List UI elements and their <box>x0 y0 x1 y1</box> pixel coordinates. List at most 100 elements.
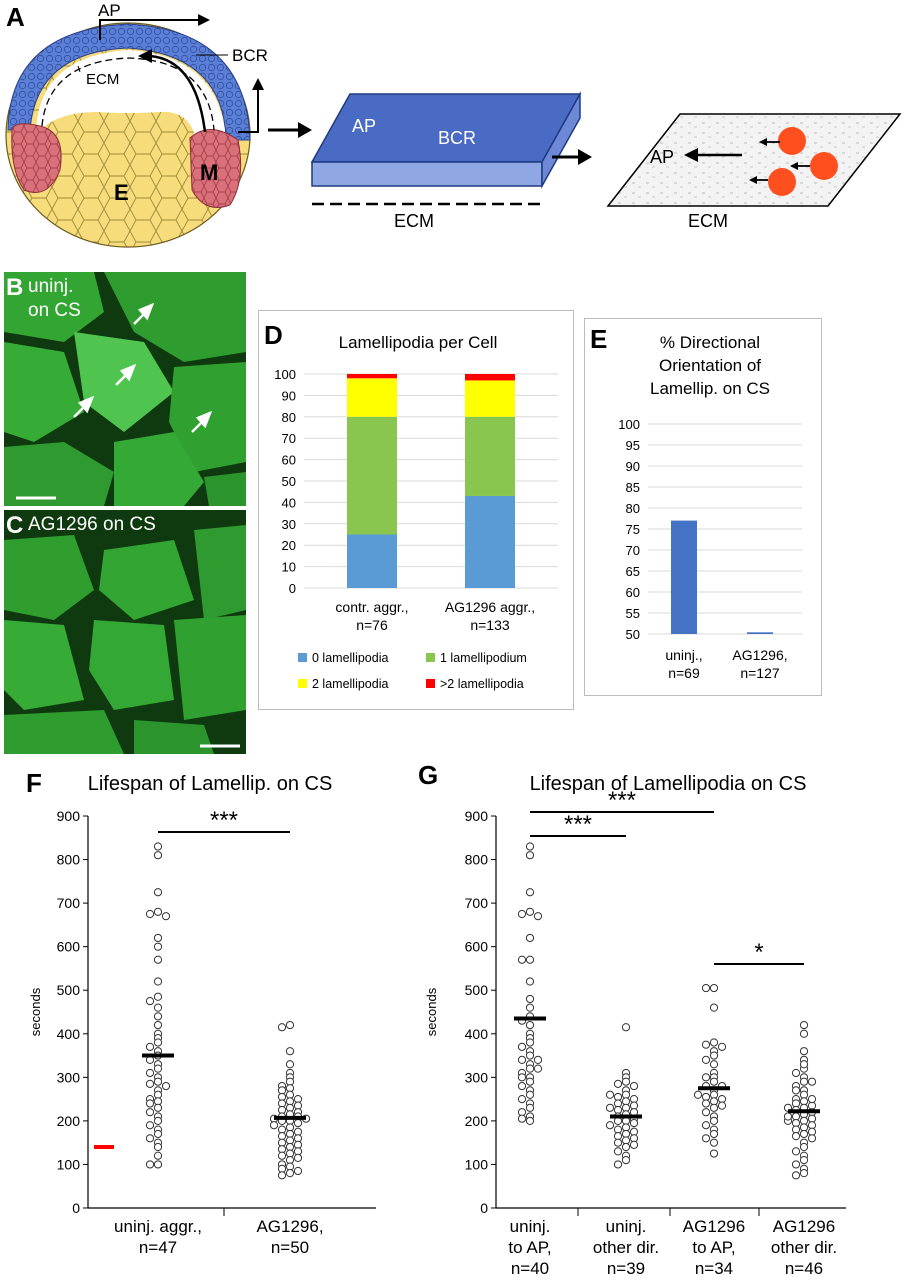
data-point <box>791 1086 801 1095</box>
data-point <box>701 983 711 993</box>
caption-c: AG1296 on CS <box>28 514 156 535</box>
data-point <box>709 1129 719 1139</box>
legend-label: 1 lamellipodium <box>440 651 527 665</box>
data-point <box>701 1134 711 1143</box>
y-tick-label: 60 <box>282 453 296 468</box>
data-point <box>525 1077 535 1086</box>
data-point <box>153 1064 163 1073</box>
y-tick-label: 20 <box>282 538 296 553</box>
y-tick-label: 60 <box>626 585 640 600</box>
x-tick-label: AG1296, <box>732 647 787 663</box>
y-tick-label: 100 <box>274 367 296 382</box>
bar-segment <box>347 378 397 417</box>
data-point <box>153 907 163 916</box>
y-tick-label: 200 <box>57 1113 81 1129</box>
x-tick-label: AG1296 <box>683 1217 745 1236</box>
chart-title: Lifespan of Lamellip. on CS <box>88 773 333 795</box>
caption-b-line2: on CS <box>28 300 81 321</box>
data-point <box>605 1090 615 1099</box>
data-point <box>145 1042 155 1051</box>
data-point <box>145 1160 155 1169</box>
y-tick-label: 700 <box>57 895 81 911</box>
data-point <box>153 942 163 951</box>
y-tick-label: 80 <box>626 501 640 516</box>
chart-d: Lamellipodia per Cell 0 10 20 30 40 50 60 70 80 90… <box>274 333 558 691</box>
data-point <box>791 1132 801 1141</box>
data-point <box>701 1108 711 1117</box>
micrograph-b: B uninj. on CS <box>4 272 246 506</box>
y-tick-label: 800 <box>465 852 489 868</box>
panel-label-c: C <box>6 512 24 539</box>
label-ecm: ECM <box>86 71 119 88</box>
data-point <box>605 1103 615 1112</box>
data-point <box>153 851 163 860</box>
box-label-bcr: BCR <box>438 128 476 148</box>
y-tick-label: 30 <box>282 517 296 532</box>
data-point <box>709 1038 719 1047</box>
y-tick-label: 300 <box>57 1069 81 1085</box>
data-point <box>533 1055 543 1065</box>
data-point <box>517 1095 527 1104</box>
data-point <box>269 1121 279 1130</box>
data-point <box>525 994 535 1004</box>
data-point <box>791 1147 801 1156</box>
data-point <box>525 1116 535 1125</box>
data-point <box>153 1151 163 1160</box>
chart-title: Lifespan of Lamellipodia on CS <box>530 773 807 795</box>
data-point <box>285 1047 295 1056</box>
y-tick-label: 500 <box>465 982 489 998</box>
data-point <box>285 1060 295 1069</box>
y-tick-label: 600 <box>57 939 81 955</box>
data-point <box>153 1038 163 1047</box>
x-tick-label: AG1296 aggr., <box>445 599 535 615</box>
data-point <box>517 1081 527 1091</box>
data-point <box>621 1077 631 1086</box>
data-point <box>799 1077 809 1086</box>
data-point <box>525 1051 535 1060</box>
y-tick-label: 50 <box>282 474 296 489</box>
data-point <box>709 1149 719 1158</box>
y-tick-label: 700 <box>465 895 489 911</box>
y-tick-label: 100 <box>465 1156 489 1172</box>
y-tick-label: 70 <box>626 543 640 558</box>
label-e: E <box>114 180 129 205</box>
data-point <box>153 1077 163 1086</box>
cell-blob <box>768 168 796 196</box>
bar-segment <box>465 380 515 417</box>
data-point <box>717 1042 727 1051</box>
legend-swatch <box>298 679 307 688</box>
data-point <box>153 1160 163 1169</box>
data-point <box>153 992 163 1001</box>
data-point <box>153 977 163 986</box>
data-point <box>525 842 535 851</box>
y-tick-label: 0 <box>72 1200 80 1216</box>
y-tick-label: 400 <box>57 1026 81 1042</box>
data-point <box>525 1003 535 1012</box>
data-point <box>517 1073 527 1082</box>
data-point <box>629 1118 639 1128</box>
x-tick-label: contr. aggr., <box>335 599 408 615</box>
data-point <box>145 1121 155 1130</box>
y-tick-label: 0 <box>480 1200 488 1216</box>
sheet-label-ecm: ECM <box>688 211 728 231</box>
data-point <box>517 909 527 919</box>
data-point <box>709 983 719 993</box>
data-point <box>613 1079 623 1088</box>
panel-label-d: D <box>264 320 283 350</box>
y-tick-label: 400 <box>465 1026 489 1042</box>
data-point <box>791 1171 801 1180</box>
ecm-sheet <box>606 113 902 207</box>
bar-segment <box>465 495 515 588</box>
y-tick-label: 100 <box>618 417 640 432</box>
data-point <box>709 1003 719 1012</box>
data-point <box>145 1099 155 1108</box>
y-tick-label: 900 <box>465 808 489 824</box>
data-point <box>807 1077 817 1086</box>
x-tick-label: n=39 <box>607 1259 645 1278</box>
data-point <box>525 977 535 986</box>
x-tick-label: n=34 <box>695 1259 733 1278</box>
sheet-label-ap: AP <box>650 147 674 167</box>
data-point <box>145 1079 155 1088</box>
data-point <box>525 1090 535 1099</box>
chart-d-frame <box>258 310 574 710</box>
